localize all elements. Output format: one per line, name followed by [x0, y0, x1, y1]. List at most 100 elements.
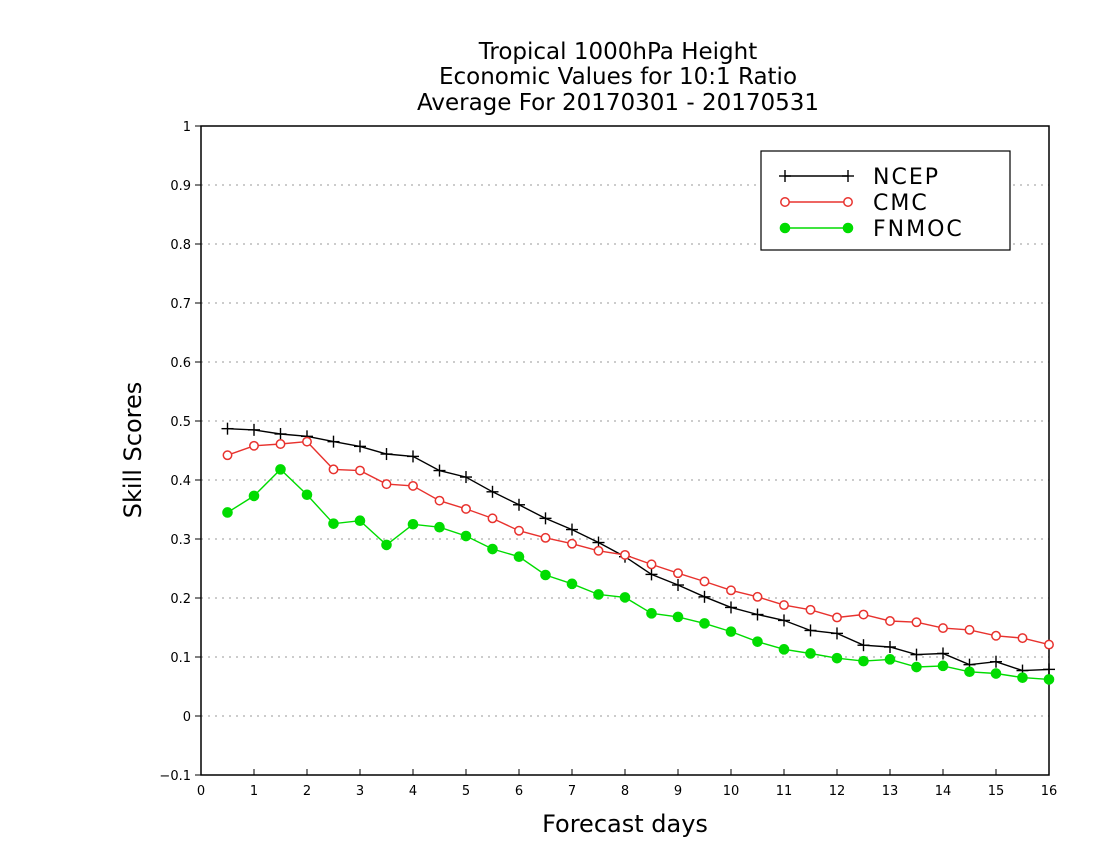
- cmc-point: [726, 585, 736, 596]
- ncep-point: [698, 590, 711, 603]
- fnmoc-point: [778, 644, 790, 655]
- legend-label-cmc: CMC: [873, 191, 929, 216]
- fnmoc-point: [858, 655, 869, 667]
- fnmoc-point: [460, 530, 472, 542]
- cmc-point: [355, 465, 365, 476]
- cmc-point: [593, 545, 604, 556]
- cmc-point: [514, 525, 524, 536]
- x-tick-label: 11: [776, 784, 793, 799]
- ncep-point: [751, 608, 764, 621]
- fnmoc-point: [301, 489, 313, 501]
- legend-box: [760, 150, 1011, 251]
- y-tick-label: 0.6: [170, 356, 191, 371]
- cmc-point: [381, 479, 392, 490]
- y-tick-label: 0.2: [170, 592, 191, 607]
- ncep-point: [645, 568, 658, 581]
- title-line-3: Average For 20170301 - 20170531: [417, 90, 819, 116]
- y-tick-label: 0.7: [170, 297, 191, 312]
- x-tick-label: 14: [935, 784, 952, 799]
- ncep-point: [778, 614, 790, 627]
- fnmoc-line: [227, 468, 1050, 681]
- cmc-point: [779, 600, 789, 611]
- x-tick-label: 7: [568, 784, 576, 799]
- ncep-point: [433, 464, 446, 477]
- legend-label-fnmoc: FNMOC: [873, 217, 964, 242]
- fnmoc-point: [248, 490, 260, 502]
- x-axis: 0 1 2 3 4 5 6 7 8 9 10 11 12 13 14 15 16: [197, 769, 1057, 799]
- cmc-point: [434, 495, 445, 506]
- y-axis-label: Skill Scores: [119, 382, 147, 519]
- ncep-point: [672, 579, 684, 592]
- legend-marker-cmc: [780, 197, 790, 207]
- legend-marker-fnmoc: [779, 222, 791, 234]
- cmc-point: [911, 617, 922, 628]
- cmc-point: [222, 450, 233, 461]
- fnmoc-point: [566, 578, 578, 590]
- x-tick-label: 12: [829, 784, 846, 799]
- y-tick-label: 0.8: [170, 238, 191, 253]
- cmc-point: [620, 549, 630, 560]
- ncep-point: [857, 639, 870, 652]
- fnmoc-point: [646, 608, 657, 619]
- ncep-point: [513, 498, 525, 511]
- ncep-point: [725, 601, 737, 614]
- x-axis-label: Forecast days: [542, 810, 708, 838]
- fnmoc-point: [831, 652, 843, 664]
- fnmoc-point: [725, 626, 737, 637]
- fnmoc-point: [990, 668, 1002, 679]
- cmc-point: [938, 623, 948, 634]
- fnmoc-point: [540, 569, 551, 581]
- x-tick-label: 8: [621, 784, 629, 799]
- ncep-point: [804, 624, 817, 637]
- cmc-point: [487, 513, 498, 524]
- fnmoc-point: [619, 592, 631, 603]
- cmc-point: [991, 630, 1001, 641]
- ncep-point: [380, 448, 393, 461]
- cmc-point: [540, 532, 551, 543]
- cmc-line: [227, 440, 1050, 646]
- fnmoc-point: [752, 636, 763, 647]
- fnmoc-point: [513, 551, 525, 563]
- x-tick-label: 15: [988, 784, 1005, 799]
- ncep-point: [327, 435, 340, 448]
- ncep-point: [910, 648, 923, 661]
- y-tick-label: 0.5: [170, 415, 191, 430]
- ncep-point: [221, 422, 234, 435]
- legend-marker-fnmoc: [842, 222, 854, 234]
- y-tick-label: 0: [183, 710, 191, 725]
- fnmoc-point: [381, 539, 392, 551]
- cmc-point: [1017, 633, 1028, 644]
- y-tick-label: 1: [183, 120, 191, 135]
- ncep-point: [460, 471, 472, 484]
- title-line-1: Tropical 1000hPa Height: [478, 39, 758, 65]
- fnmoc-point: [407, 518, 419, 530]
- y-tick-label: −0.1: [159, 769, 191, 784]
- fnmoc-point: [354, 515, 366, 527]
- cmc-point: [832, 612, 842, 623]
- cmc-point: [249, 440, 259, 451]
- fnmoc-point: [884, 654, 896, 665]
- cmc-point: [408, 480, 418, 491]
- x-tick-label: 6: [515, 784, 523, 799]
- cmc-point: [302, 436, 312, 447]
- cmc-point: [275, 439, 286, 449]
- legend-marker-ncep: [842, 170, 854, 182]
- fnmoc-point: [328, 518, 339, 529]
- x-tick-label: 13: [882, 784, 899, 799]
- x-tick-label: 4: [409, 784, 417, 799]
- ncep-point: [566, 523, 578, 536]
- ncep-point: [990, 655, 1002, 668]
- cmc-point: [646, 559, 657, 570]
- legend-item-cmc: CMC: [780, 191, 929, 216]
- ncep-point: [354, 440, 366, 453]
- x-tick-label: 16: [1041, 784, 1058, 799]
- ncep-point: [248, 423, 260, 436]
- series-layer: [221, 422, 1055, 685]
- x-tick-label: 2: [303, 784, 311, 799]
- fnmoc-point: [937, 660, 949, 672]
- x-tick-label: 5: [462, 784, 470, 799]
- fnmoc-point: [911, 661, 922, 673]
- title-line-2: Economic Values for 10:1 Ratio: [439, 64, 797, 90]
- y-axis: −0.1 0 0.1 0.2 0.3 0.4 0.5 0.6 0.7 0.8 0.9 1: [159, 120, 201, 784]
